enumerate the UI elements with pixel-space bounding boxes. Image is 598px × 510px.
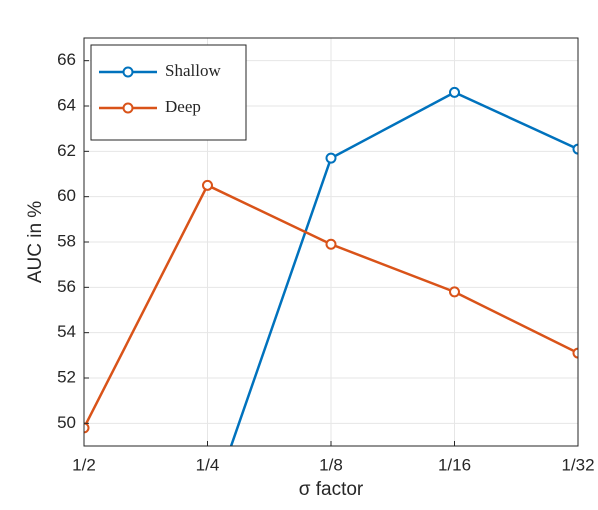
marker bbox=[202, 179, 213, 191]
x-tick-label: 1/2 bbox=[72, 455, 96, 474]
legend: Shallow Deep bbox=[90, 44, 247, 141]
y-axis-label: AUC in % bbox=[25, 201, 46, 283]
ticks: 50 52 54 56 58 60 62 64 66 1/2 1/4 1/8 1/16 1/32 bbox=[57, 50, 594, 474]
marker bbox=[449, 286, 460, 298]
marker bbox=[572, 347, 578, 359]
y-tick-label: 60 bbox=[57, 186, 76, 205]
x-axis-label: σ factor bbox=[299, 479, 364, 500]
y-tick-label: 64 bbox=[57, 95, 76, 114]
legend-marker bbox=[122, 102, 134, 114]
legend-marker bbox=[122, 66, 134, 78]
marker bbox=[325, 238, 337, 250]
y-tick-label: 56 bbox=[57, 277, 76, 296]
lines bbox=[84, 86, 578, 446]
marker bbox=[572, 143, 578, 155]
y-tick-label: 62 bbox=[57, 141, 76, 160]
marker bbox=[325, 152, 337, 164]
x-tick-label: 1/32 bbox=[561, 455, 594, 474]
series-line bbox=[229, 91, 578, 446]
y-tick-label: 66 bbox=[57, 50, 76, 69]
y-tick-label: 58 bbox=[57, 231, 76, 250]
marker bbox=[84, 422, 90, 434]
x-tick-label: 1/16 bbox=[438, 455, 471, 474]
x-tick-label: 1/8 bbox=[319, 455, 343, 474]
x-tick-label: 1/4 bbox=[196, 455, 220, 474]
marker bbox=[449, 86, 460, 98]
legend-label: Shallow bbox=[165, 61, 221, 80]
y-tick-label: 54 bbox=[57, 322, 76, 341]
legend-label: Deep bbox=[165, 97, 201, 116]
legend-box bbox=[90, 44, 247, 141]
y-tick-label: 52 bbox=[57, 367, 76, 386]
y-tick-label: 50 bbox=[57, 413, 76, 432]
